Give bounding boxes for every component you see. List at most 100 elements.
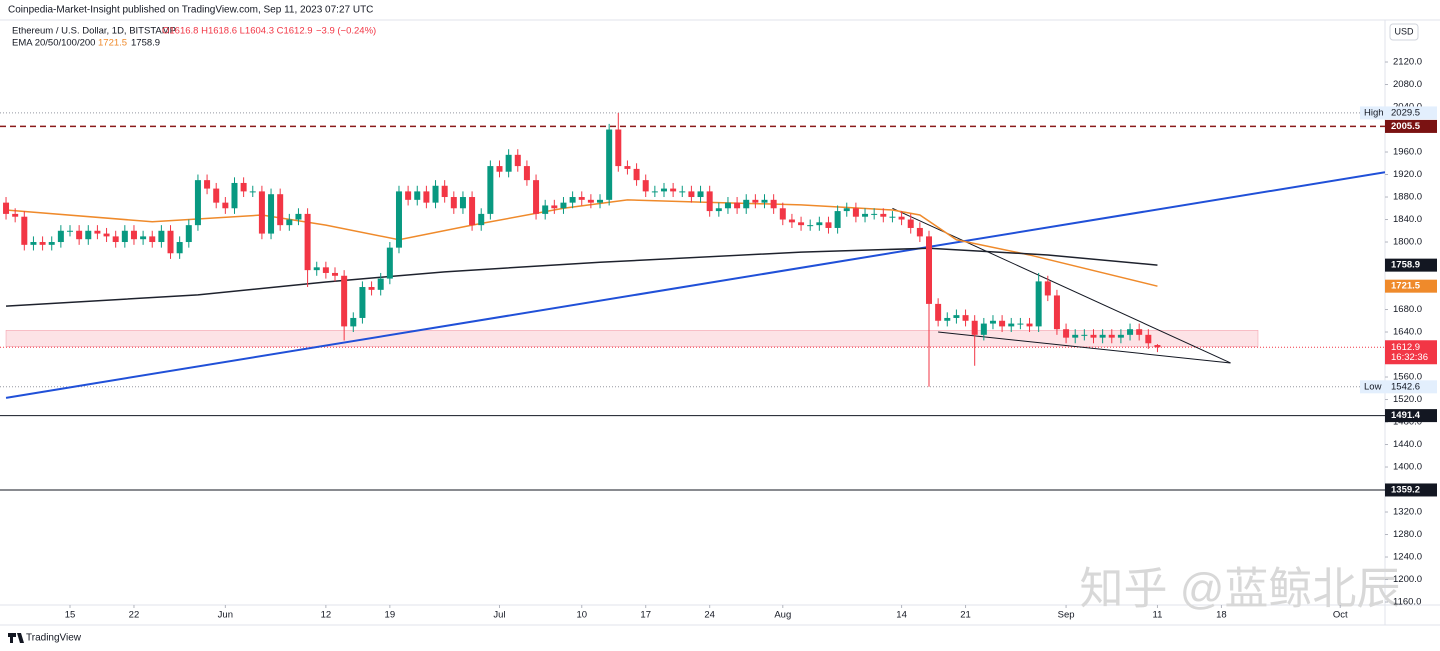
candle-body xyxy=(706,191,713,212)
currency-label: USD xyxy=(1394,26,1414,36)
candle-body xyxy=(752,199,759,203)
candle-body xyxy=(953,315,960,318)
candle-body xyxy=(862,213,869,217)
candle-body xyxy=(12,213,19,217)
candle-body xyxy=(57,230,64,243)
candle-body xyxy=(925,236,932,304)
candle-body xyxy=(569,197,576,203)
y-tick-label: 1440.0 xyxy=(1393,439,1422,450)
candle-body xyxy=(405,191,412,200)
candle-body xyxy=(889,216,896,218)
candle-body xyxy=(368,287,375,290)
trend-line xyxy=(5,171,1385,399)
candle-body xyxy=(432,185,439,203)
candle-body xyxy=(1035,281,1042,327)
ohlc-values: O1616.8 H1618.6 L1604.3 C1612.9 xyxy=(162,26,313,37)
high-tag-bg xyxy=(1360,106,1437,120)
watermark: 知乎 @蓝鲸北辰 xyxy=(1080,565,1401,614)
candle-body xyxy=(30,242,37,245)
candle-body xyxy=(478,213,485,226)
ema50-tag: 1721.5 xyxy=(1391,281,1421,292)
candle-body xyxy=(578,197,585,200)
candle-body xyxy=(688,191,695,198)
candle-body xyxy=(350,317,357,327)
ema50-tag-bg xyxy=(1385,279,1437,293)
countdown: 16:32:36 xyxy=(1391,352,1428,363)
candle-body xyxy=(258,191,265,234)
candle-body xyxy=(779,208,786,220)
ema50-legend-value: 1721.5 xyxy=(98,38,127,49)
y-tick-label: 1880.0 xyxy=(1393,192,1422,203)
candle-body xyxy=(377,278,384,290)
trend-line xyxy=(938,331,1231,364)
candle-body xyxy=(505,154,512,172)
candle-body xyxy=(268,194,275,234)
currency-button[interactable] xyxy=(1389,23,1419,41)
y-tick-label: 1320.0 xyxy=(1393,507,1422,518)
candle-body xyxy=(798,222,805,226)
candle-body xyxy=(359,287,366,318)
candle-body xyxy=(313,267,320,271)
candle-body xyxy=(560,202,567,209)
candle-body xyxy=(240,182,247,192)
candle-body xyxy=(469,197,476,226)
low-tag-label: Low xyxy=(1364,381,1382,392)
candle-body xyxy=(514,154,521,167)
candle-body xyxy=(167,230,174,254)
price-change: −3.9 (−0.24%) xyxy=(316,26,376,37)
candle-body xyxy=(332,272,339,276)
candle-body xyxy=(1072,334,1079,338)
candle-body xyxy=(459,197,466,209)
symbol-title: Ethereum / U.S. Dollar, 1D, BITSTAMP xyxy=(12,26,176,37)
level-tag: 2005.5 xyxy=(1391,121,1421,132)
candle-body xyxy=(880,213,887,217)
low-tag-bg xyxy=(1360,380,1437,394)
candle-body xyxy=(304,213,311,271)
x-tick-label: 12 xyxy=(321,610,332,621)
level-tag-bg xyxy=(1385,483,1437,497)
publish-info: Coinpedia-Market-Insight published on Tr… xyxy=(8,5,373,16)
candle-body xyxy=(213,188,220,203)
candle-body xyxy=(1053,295,1060,330)
candle-body xyxy=(423,191,430,203)
plot xyxy=(0,112,1385,491)
y-tick-label: 1680.0 xyxy=(1393,304,1422,315)
candle-body xyxy=(450,197,457,209)
candle-body xyxy=(130,230,137,240)
candle-body xyxy=(487,166,494,214)
candle-body xyxy=(1099,334,1106,338)
ema-line xyxy=(5,247,1158,307)
x-tick-label: 11 xyxy=(1153,610,1163,621)
candle-body xyxy=(788,219,795,223)
x-tick-label: 15 xyxy=(65,610,76,621)
y-tick-label: 1800.0 xyxy=(1393,237,1422,248)
candle-body xyxy=(121,230,128,243)
y-tick-label: 1400.0 xyxy=(1393,462,1422,473)
y-tick-label: 1520.0 xyxy=(1393,394,1422,405)
candle-body xyxy=(39,242,46,245)
candle-body xyxy=(679,191,686,193)
candle-body xyxy=(85,230,92,240)
candle-body xyxy=(204,180,211,189)
candle-body xyxy=(149,236,156,243)
candle-body xyxy=(277,194,284,226)
high-tag: 2029.5 xyxy=(1391,107,1420,118)
ema200-tag: 1758.9 xyxy=(1391,260,1420,271)
candle-body xyxy=(734,202,741,209)
candle-body xyxy=(341,275,348,327)
y-tick-label: 1200.0 xyxy=(1393,574,1422,585)
candle-body xyxy=(158,230,165,243)
ema-line xyxy=(5,199,1158,287)
candle-body xyxy=(3,202,10,214)
candle-body xyxy=(624,166,631,169)
candle-body xyxy=(66,230,73,232)
candle-body xyxy=(414,191,421,200)
candle-body xyxy=(1090,334,1097,338)
candle-body xyxy=(1108,334,1115,338)
candle-body xyxy=(496,166,503,172)
candle-body xyxy=(249,191,256,193)
candle-body xyxy=(1154,345,1161,348)
x-tick-label: 17 xyxy=(640,610,651,621)
